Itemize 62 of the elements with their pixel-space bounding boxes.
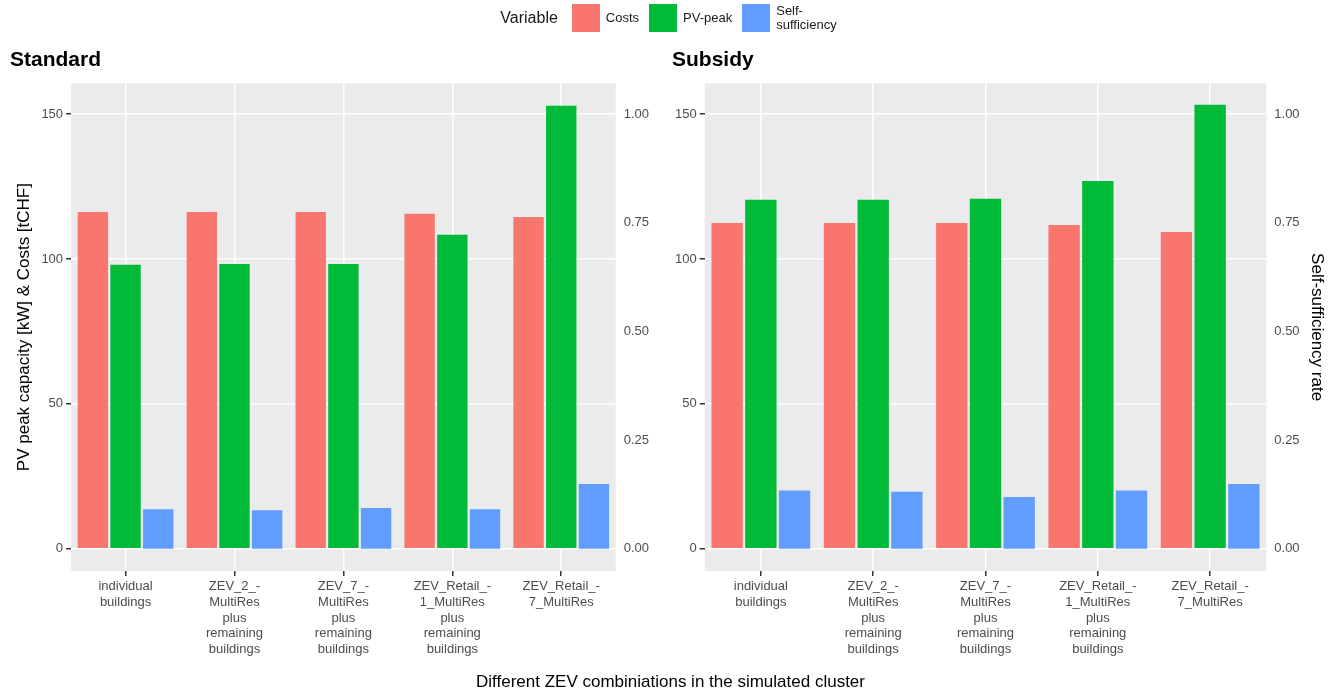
bar [745,199,777,549]
bar [404,213,435,549]
x-tick-label: ZEV_7_- MultiRes plus remaining buildings [314,578,372,656]
bar [891,491,923,549]
y-tick-label: 150 [41,105,64,121]
x-tick-label: ZEV_Retail_- 1_MultiRes plus remaining buildings [1059,578,1137,656]
bar [1082,181,1114,549]
y2-tick-label: 0.00 [1274,540,1300,556]
bar [513,216,544,549]
y-tick-label: 0 [55,540,64,556]
y-tick-label: 0 [689,540,697,556]
bar [1048,225,1080,549]
x-tick-label: individual buildings [733,578,789,609]
y-tick-label: 100 [674,250,697,266]
chart-title: Standard [10,47,102,71]
bar [778,490,811,549]
x-tick-label: individual buildings [98,578,153,609]
bar [1160,232,1193,549]
y2-tick-label: 1.00 [623,105,650,121]
x-tick-label: ZEV_Retail_- 7_MultiRes [522,578,600,609]
bar [295,212,326,549]
x-tick-label: ZEV_7_- MultiRes plus remaining buildings [956,578,1015,656]
chart-title: Subsidy [672,47,754,71]
y2-tick-label: 0.75 [623,214,650,230]
y-axis-title: PV peak capacity [kW] & Costs [tCHF] [13,183,33,472]
y-tick-label: 50 [48,395,64,411]
y-tick-label: 50 [682,395,697,411]
legend-label: Self- sufficiency [776,3,837,32]
legend-label: PV-peak [683,10,733,25]
y-tick-label: 100 [41,250,64,266]
x-axis-title: Different ZEV combiniations in the simulated cluster [475,672,866,692]
x-tick-label: ZEV_2_- MultiRes plus remaining buildings [844,578,902,656]
legend-title: Variable [500,9,558,27]
bar [1115,490,1148,549]
bar [1228,484,1260,549]
bar [77,212,109,549]
y2-tick-label: 0.25 [623,431,650,447]
x-tick-label: ZEV_Retail_- 1_MultiRes plus remaining buildings [413,578,491,656]
bar [969,198,1002,549]
bar [857,199,889,549]
legend-label: Costs [605,10,640,25]
bar [1003,497,1035,549]
y-tick-label: 150 [674,105,697,121]
bar [328,263,359,549]
x-tick-label: ZEV_Retail_- 7_MultiRes [1171,578,1249,609]
y2-tick-label: 0.75 [1274,214,1300,230]
bar [437,234,468,549]
bar [1194,104,1226,549]
y2-tick-label: 0.50 [1274,323,1300,339]
bar [219,263,250,549]
bar [186,212,217,549]
x-tick-label: ZEV_2_- MultiRes plus remaining buildings [205,578,264,656]
y2-tick-label: 0.00 [623,540,650,556]
bar [546,105,577,549]
bar [936,223,968,549]
y2-axis-title: Self-sufficiency rate [1308,253,1328,402]
bar [711,223,743,549]
y2-tick-label: 0.25 [1274,431,1300,447]
bar [823,223,856,549]
y2-tick-label: 1.00 [1274,105,1300,121]
bar [110,264,141,549]
y2-tick-label: 0.50 [623,323,650,339]
